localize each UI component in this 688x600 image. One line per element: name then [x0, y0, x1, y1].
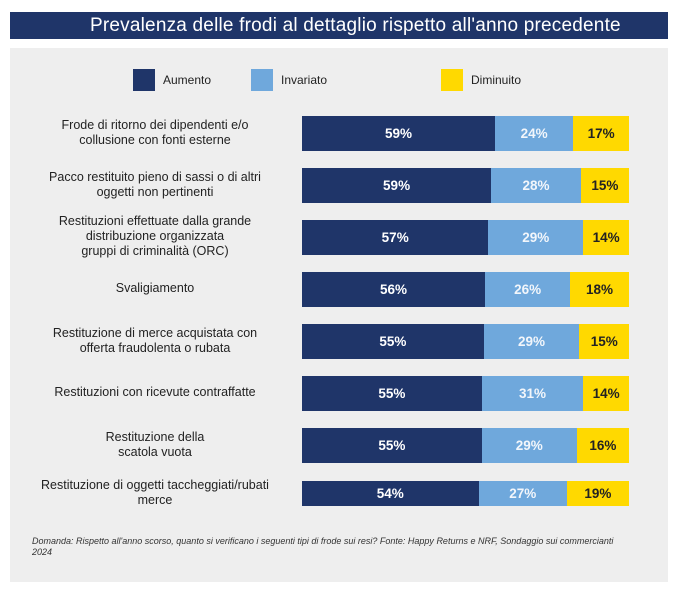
category-label: Svaligiamento	[20, 281, 290, 296]
bar-segment-diminuito: 15%	[579, 324, 629, 359]
data-label: 27%	[509, 486, 537, 501]
bar-segment-aumento: 55%	[302, 376, 482, 411]
data-label: 57%	[381, 230, 409, 245]
stacked-bar: 57% 29% 14%	[302, 220, 629, 255]
data-label: 56%	[380, 282, 408, 297]
data-label: 15%	[590, 334, 618, 349]
bar-segment-invariato: 31%	[481, 376, 584, 411]
data-label: 29%	[522, 230, 550, 245]
bar-segment-aumento: 56%	[302, 272, 486, 307]
data-label: 29%	[515, 438, 543, 453]
data-label: 24%	[520, 126, 548, 141]
category-label-line: oggetti non pertinenti	[96, 184, 214, 199]
bar-segment-aumento: 54%	[302, 481, 479, 506]
bar-segment-aumento: 59%	[302, 116, 495, 151]
stacked-bar: 59% 28% 15%	[302, 168, 629, 203]
legend-label-diminuito: Diminuito	[471, 73, 522, 87]
bar-segment-diminuito: 16%	[576, 428, 629, 463]
category-label-line: Restituzione di merce acquistata con	[52, 325, 258, 340]
category-label-line: Restituzione della	[105, 429, 205, 444]
stacked-bar: 55% 29% 15%	[302, 324, 629, 359]
category-label-line: Restituzione di oggetti taccheggiati/rub…	[41, 477, 269, 492]
data-label: 28%	[522, 178, 550, 193]
stacked-bar: 55% 31% 14%	[302, 376, 629, 411]
stacked-bar: 59% 24% 17%	[302, 116, 629, 151]
data-label: 19%	[584, 486, 612, 501]
data-label: 15%	[591, 178, 619, 193]
category-label-line: distribuzione organizzata	[85, 229, 225, 243]
bar-segment-aumento: 55%	[302, 428, 482, 463]
data-label: 16%	[589, 438, 617, 453]
category-label-line: Restituzioni con ricevute contraffatte	[54, 385, 256, 399]
bar-segment-invariato: 29%	[481, 428, 577, 463]
data-label: 55%	[378, 438, 406, 453]
stacked-bar: 55% 29% 16%	[302, 428, 629, 463]
bar-segment-diminuito: 17%	[573, 116, 629, 151]
category-label-line: merce	[137, 492, 173, 507]
chart-title: Prevalenza delle frodi al dettaglio risp…	[90, 15, 621, 36]
category-label: Frode di ritorno dei dipendenti e/o collu…	[20, 118, 290, 148]
category-label: Restituzione di merce acquistata con offe…	[20, 326, 290, 356]
category-label-line: Pacco restituito pieno di sassi o di alt…	[49, 169, 261, 184]
data-label: 14%	[592, 230, 620, 245]
bar-segment-invariato: 29%	[483, 324, 580, 359]
legend-swatch-invariato	[251, 69, 273, 91]
bar-segment-diminuito: 15%	[580, 168, 629, 203]
data-label: 55%	[378, 386, 406, 401]
legend-label-aumento: Aumento	[163, 73, 212, 87]
category-label-line: collusione con fonti esterne	[79, 132, 231, 147]
bar-segment-invariato: 24%	[494, 116, 574, 151]
bar-segment-invariato: 29%	[488, 220, 584, 255]
legend-swatch-diminuito	[441, 69, 463, 91]
data-label: 31%	[519, 386, 547, 401]
category-label-line: Svaligiamento	[115, 281, 195, 295]
category-label: Restituzione di oggetti taccheggiati/rub…	[20, 478, 290, 508]
category-label: Restituzione della scatola vuota	[20, 430, 290, 460]
data-label: 18%	[586, 282, 614, 297]
category-label-line: Frode di ritorno dei dipendenti e/o	[61, 117, 249, 132]
data-label: 59%	[384, 126, 412, 141]
data-label: 17%	[587, 126, 615, 141]
footnote: Domanda: Rispetto all'anno scorso, quant…	[32, 536, 614, 557]
category-label: Restituzioni effettuate dalla grande dist…	[20, 214, 290, 259]
legend-swatch-aumento	[133, 69, 155, 91]
category-label: Pacco restituito pieno di sassi o di alt…	[20, 170, 290, 200]
category-label-line: gruppi di criminalità (ORC)	[81, 244, 229, 258]
bar-segment-aumento: 59%	[302, 168, 492, 203]
data-label: 55%	[379, 334, 407, 349]
chart-header: Prevalenza delle frodi al dettaglio risp…	[10, 12, 668, 39]
bar-segment-aumento: 57%	[302, 220, 489, 255]
stacked-bar: 54% 27% 19%	[302, 481, 629, 506]
bar-segment-invariato: 28%	[491, 168, 581, 203]
stacked-bar: 56% 26% 18%	[302, 272, 629, 307]
data-label: 54%	[376, 486, 404, 501]
category-label-line: scatola vuota	[118, 444, 192, 459]
category-label-line: offerta fraudolenta o rubata	[79, 340, 231, 355]
data-label: 14%	[592, 386, 620, 401]
bar-segment-invariato: 27%	[478, 481, 567, 506]
legend-label-invariato: Invariato	[281, 73, 328, 87]
bar-segment-aumento: 55%	[302, 324, 484, 359]
bar-segment-diminuito: 18%	[570, 272, 629, 307]
data-label: 26%	[514, 282, 542, 297]
bar-segment-invariato: 26%	[485, 272, 571, 307]
bar-segment-diminuito: 14%	[583, 376, 629, 411]
bar-segment-diminuito: 19%	[566, 481, 629, 506]
category-label: Restituzioni con ricevute contraffatte	[20, 385, 290, 400]
data-label: 59%	[383, 178, 411, 193]
data-label: 29%	[518, 334, 546, 349]
bar-segment-diminuito: 14%	[583, 220, 629, 255]
category-label-line: Restituzioni effettuate dalla grande	[58, 214, 252, 228]
